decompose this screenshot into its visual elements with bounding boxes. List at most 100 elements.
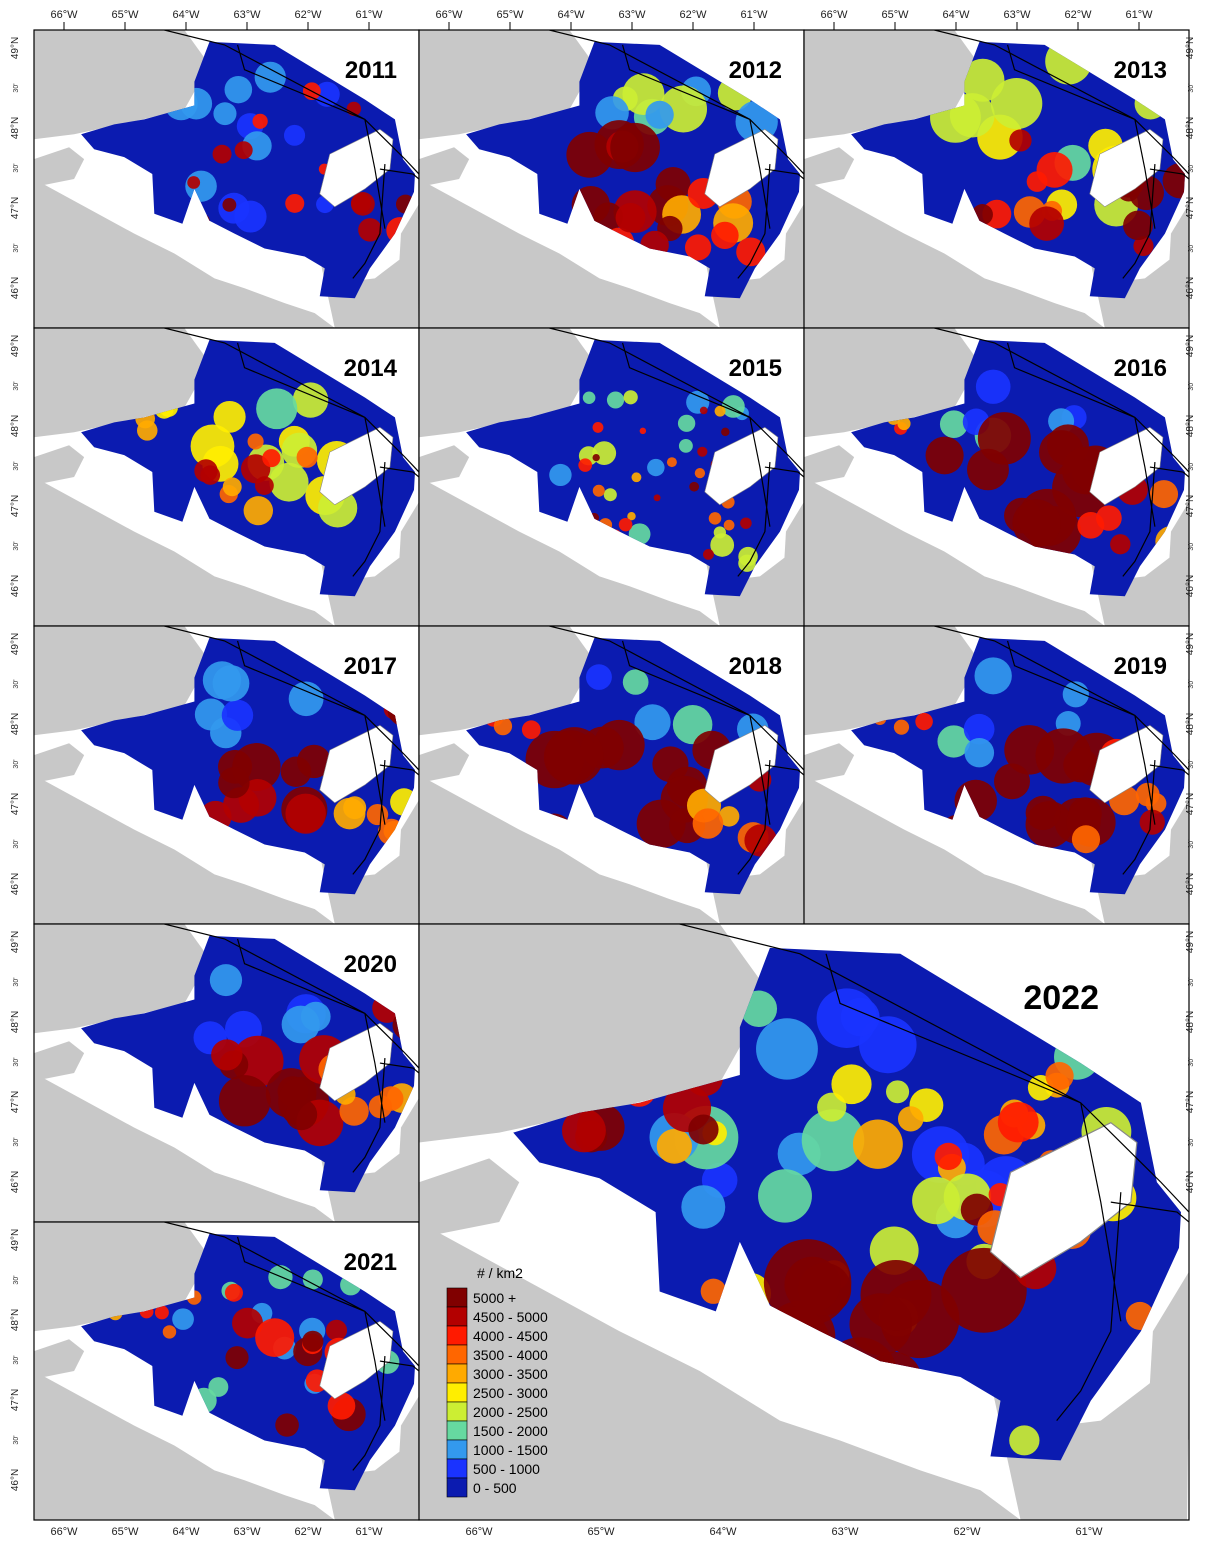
density-patch [758,1169,812,1223]
density-patch [1149,480,1179,509]
density-patch [1026,171,1048,192]
lat-tick-label: 30' [1188,541,1195,550]
density-patch [333,797,366,830]
density-patch [211,1039,243,1071]
year-label: 2012 [729,57,782,84]
density-patch [964,738,995,768]
legend-label: 4000 - 4500 [473,1328,548,1344]
lat-tick-label: 30' [1188,759,1195,768]
density-patch [187,176,201,189]
lat-tick-label: 47°N [10,1389,21,1411]
density-patch [578,458,593,472]
legend-swatch [446,1439,468,1460]
density-patch [700,1278,727,1304]
map-panel-2017: 2017 [33,625,420,925]
lat-tick-label: 49°N [1185,633,1196,655]
legend-swatch [446,1363,468,1384]
legend-swatch [446,1420,468,1441]
density-patch [218,1075,271,1127]
map-panel-2016: 2016 [803,327,1190,627]
map-panel-2020: 2020 [33,923,420,1223]
density-patch [684,234,712,261]
lon-tick-label: 64°W [557,9,585,21]
density-patch [585,664,612,690]
density-patch [302,1330,324,1352]
legend-swatch [446,1325,468,1346]
density-patch [255,1318,295,1357]
year-label: 2020 [344,951,397,978]
density-patch [615,202,646,233]
lon-tick-label: 61°W [740,9,768,21]
density-patch [283,124,306,146]
lat-tick-label: 30' [1188,1057,1195,1066]
lat-tick-label: 30' [13,381,20,390]
density-patch [634,704,671,741]
lat-tick-label: 30' [1188,243,1195,252]
density-patch [623,390,638,405]
density-patch [288,681,324,717]
density-patch [592,422,604,433]
density-patch [697,446,708,457]
density-patch [990,77,1043,130]
lat-tick-label: 48°N [1185,1011,1196,1033]
density-patch [655,167,691,202]
density-patch [1035,728,1092,784]
density-patch [784,1256,841,1313]
density-patch [285,793,326,834]
year-label: 2021 [344,1249,397,1276]
density-patch [1009,1425,1040,1456]
density-patch [285,193,305,213]
year-label: 2019 [1114,653,1167,680]
legend-swatch [446,1477,468,1498]
density-patch [296,446,318,468]
density-patch [603,488,617,502]
map-panel-2019: 2019 [803,625,1190,925]
density-patch [592,453,600,462]
density-patch [545,727,604,785]
density-patch [194,698,228,731]
density-patch [699,406,708,415]
density-patch [703,548,714,560]
lat-tick-label: 46°N [10,575,21,597]
density-patch [200,465,221,485]
lat-tick-label: 30' [13,1275,20,1284]
density-patch [1029,206,1064,241]
density-patch [934,1142,963,1171]
lat-tick-label: 30' [13,759,20,768]
density-patch [710,533,735,557]
density-patch [721,427,730,437]
lat-tick-label: 49°N [10,633,21,655]
density-patch [606,391,625,409]
lat-tick-label: 30' [1188,1137,1195,1146]
density-patch [639,427,647,435]
density-patch [1009,129,1032,152]
lon-tick-label: 62°W [294,1526,322,1538]
lon-tick-label: 65°W [496,9,524,21]
lat-tick-label: 47°N [10,1091,21,1113]
density-patch [346,101,362,116]
lat-tick-label: 46°N [10,277,21,299]
lon-tick-label: 65°W [111,9,139,21]
map-panel-2014: 2014 [33,327,420,627]
lat-tick-label: 30' [13,839,20,848]
legend-swatch [446,1382,468,1403]
density-patch [566,131,613,178]
lat-tick-label: 30' [13,243,20,252]
legend-label: 3000 - 3500 [473,1366,548,1382]
map-panel-2012: 2012 [418,29,805,329]
legend-label: 4500 - 5000 [473,1309,548,1325]
density-patch [893,719,910,735]
lat-tick-label: 30' [13,541,20,550]
density-patch [162,1325,177,1339]
density-patch [694,467,706,479]
density-patch [711,221,739,250]
density-patch [212,665,250,702]
density-patch [714,405,726,417]
density-patch [493,717,513,736]
density-patch [243,496,273,526]
density-patch [592,484,605,497]
lon-tick-label: 66°W [465,1526,493,1538]
lat-tick-label: 30' [1188,163,1195,172]
density-patch [631,472,642,483]
year-label: 2022 [1023,979,1099,1017]
